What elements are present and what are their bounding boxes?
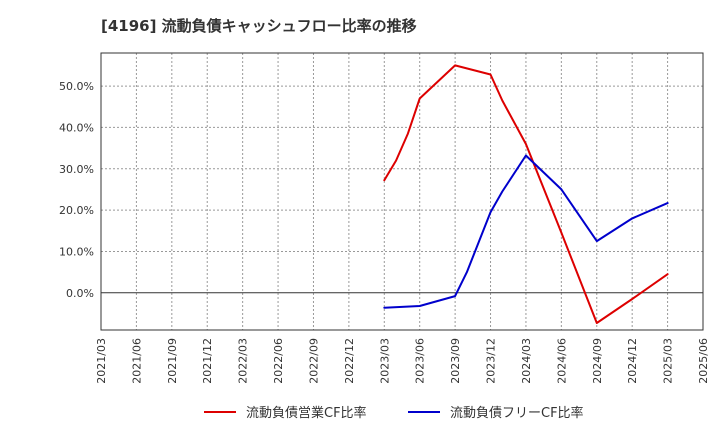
plot-border [100,52,704,331]
x-tick-label: 2025/03 [662,338,675,384]
y-tick-label: 30.0% [59,163,94,176]
x-tick-label: 2025/06 [697,338,710,384]
series-line-0 [383,64,669,324]
x-tick-label: 2021/12 [201,338,214,384]
x-tick-label: 2024/09 [591,338,604,384]
x-tick-label: 2021/06 [130,338,143,384]
x-tick-label: 2023/09 [449,338,462,384]
plot-area [101,53,703,330]
grid [100,53,704,330]
x-tick-label: 2024/06 [555,338,568,384]
y-tick-label: 10.0% [59,245,94,258]
x-tick-label: 2022/03 [237,338,250,384]
x-axis: 2021/03 2021/06 2021/09 2021/12 2022/03 2022/… [95,338,710,384]
y-axis: 0.0% 10.0% 20.0% 30.0% 40.0% 50.0% [59,80,94,300]
y-tick-label: 50.0% [59,80,94,93]
x-tick-label: 2021/03 [95,338,108,384]
chart-title: [4196] 流動負債キャッシュフロー比率の推移 [101,17,417,35]
series-layer [383,64,669,324]
y-tick-label: 40.0% [59,121,94,134]
y-tick-label: 20.0% [59,204,94,217]
x-tick-label: 2024/03 [520,338,533,384]
series-line-1 [383,154,669,309]
legend: 流動負債営業CF比率 流動負債フリーCF比率 [204,405,584,421]
x-tick-label: 2022/09 [307,338,320,384]
x-tick-label: 2023/03 [378,338,391,384]
legend-label-0: 流動負債営業CF比率 [246,405,367,421]
x-tick-label: 2023/06 [414,338,427,384]
x-tick-label: 2022/06 [272,338,285,384]
x-tick-label: 2023/12 [485,338,498,384]
x-tick-label: 2022/12 [343,338,356,384]
x-tick-label: 2024/12 [626,338,639,384]
x-tick-label: 2021/09 [166,338,179,384]
y-tick-label: 0.0% [66,287,94,300]
legend-label-1: 流動負債フリーCF比率 [450,405,584,421]
